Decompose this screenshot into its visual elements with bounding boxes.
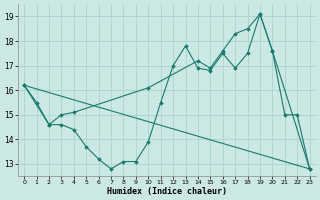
X-axis label: Humidex (Indice chaleur): Humidex (Indice chaleur) — [107, 187, 227, 196]
